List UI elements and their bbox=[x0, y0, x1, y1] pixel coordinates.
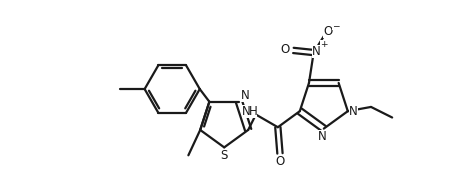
Text: N: N bbox=[312, 45, 321, 58]
Text: N: N bbox=[318, 130, 327, 143]
Text: O: O bbox=[275, 154, 285, 168]
Text: O: O bbox=[323, 25, 332, 38]
Text: N: N bbox=[241, 89, 249, 102]
Text: O: O bbox=[281, 43, 290, 56]
Text: N: N bbox=[349, 105, 358, 118]
Text: +: + bbox=[320, 40, 327, 49]
Text: N: N bbox=[242, 105, 250, 118]
Text: H: H bbox=[249, 105, 257, 118]
Text: −: − bbox=[332, 21, 340, 30]
Text: S: S bbox=[221, 149, 228, 161]
